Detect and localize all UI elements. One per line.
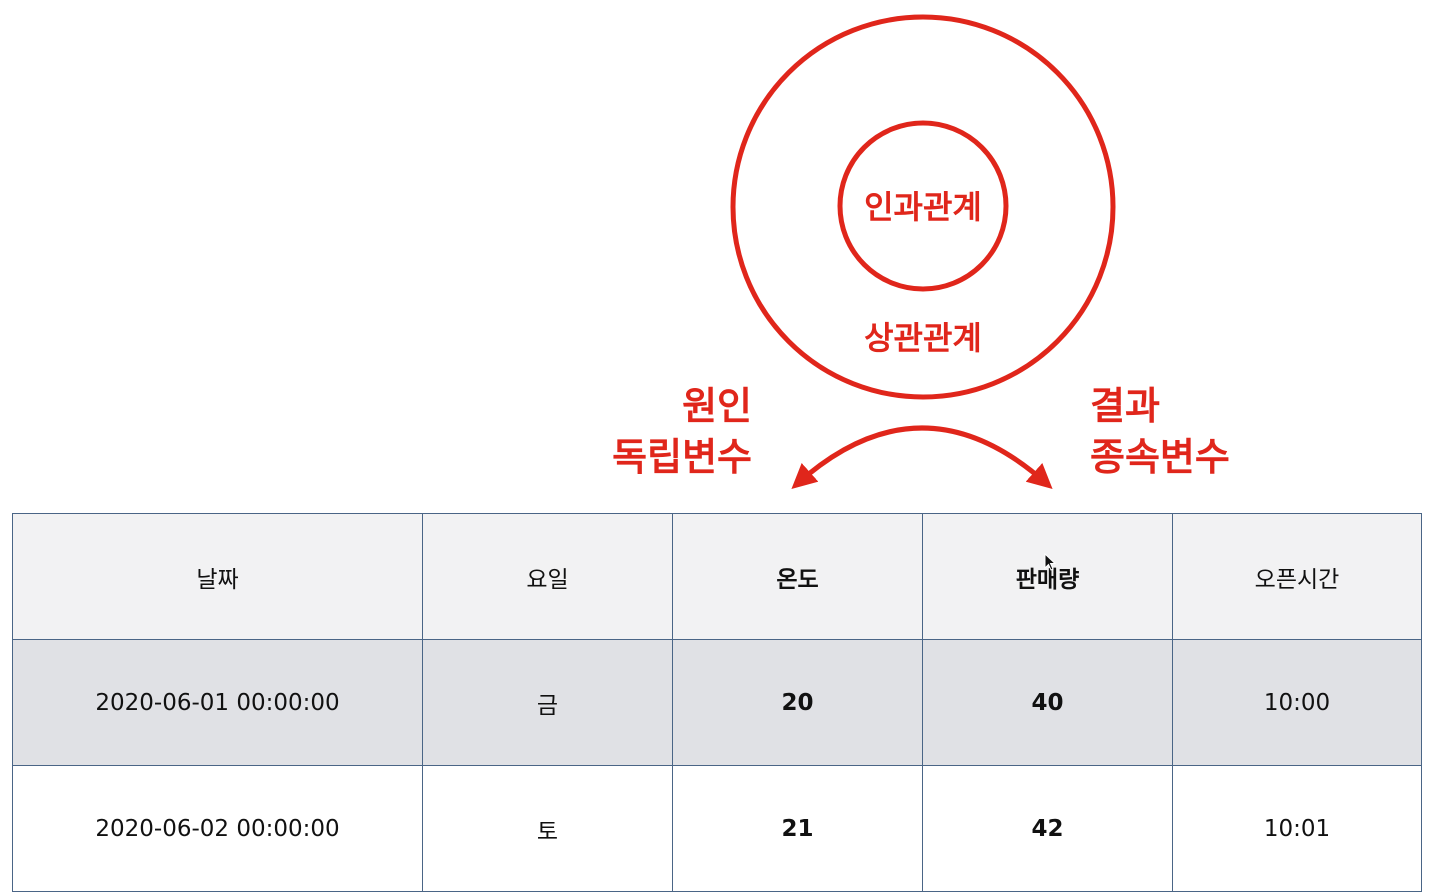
double-headed-arc-arrow xyxy=(791,425,1053,490)
cell-date: 2020-06-01 00:00:00 xyxy=(12,639,423,766)
header-date: 날짜 xyxy=(12,513,423,640)
header-sales: 판매량 xyxy=(922,513,1173,640)
independent-variable-label: 독립변수 xyxy=(612,435,752,479)
cell-open-time: 10:01 xyxy=(1172,765,1422,892)
cell-temperature: 21 xyxy=(672,765,923,892)
cell-weekday: 토 xyxy=(422,765,673,892)
cell-sales: 40 xyxy=(922,639,1173,766)
cell-weekday: 금 xyxy=(422,639,673,766)
causation-correlation-diagram: 인과관계 상관관계 원인 독립변수 결과 종속변수 xyxy=(612,14,1230,490)
dependent-variable-label: 종속변수 xyxy=(1090,435,1230,479)
mouse-pointer-icon xyxy=(1044,553,1056,571)
table-header-row: 날짜 요일 온도 판매량 오픈시간 xyxy=(12,513,1422,640)
table-row: 2020-06-01 00:00:00 금 20 40 10:00 xyxy=(12,639,1422,766)
effect-label: 결과 xyxy=(1090,384,1160,428)
correlation-label: 상관관계 xyxy=(864,319,982,357)
table-row: 2020-06-02 00:00:00 토 21 42 10:01 xyxy=(12,765,1422,892)
cell-sales: 42 xyxy=(922,765,1173,892)
cell-date: 2020-06-02 00:00:00 xyxy=(12,765,423,892)
causation-inner-circle xyxy=(837,120,1009,292)
header-temperature: 온도 xyxy=(672,513,923,640)
cell-open-time: 10:00 xyxy=(1172,639,1422,766)
header-weekday: 요일 xyxy=(422,513,673,640)
causation-label: 인과관계 xyxy=(864,188,982,226)
cause-label: 원인 xyxy=(682,384,752,428)
correlation-outer-circle xyxy=(730,14,1116,400)
cell-temperature: 20 xyxy=(672,639,923,766)
sales-data-table: 날짜 요일 온도 판매량 오픈시간 2020-06-01 00:00:00 금 … xyxy=(12,513,1422,892)
header-open-time: 오픈시간 xyxy=(1172,513,1422,640)
